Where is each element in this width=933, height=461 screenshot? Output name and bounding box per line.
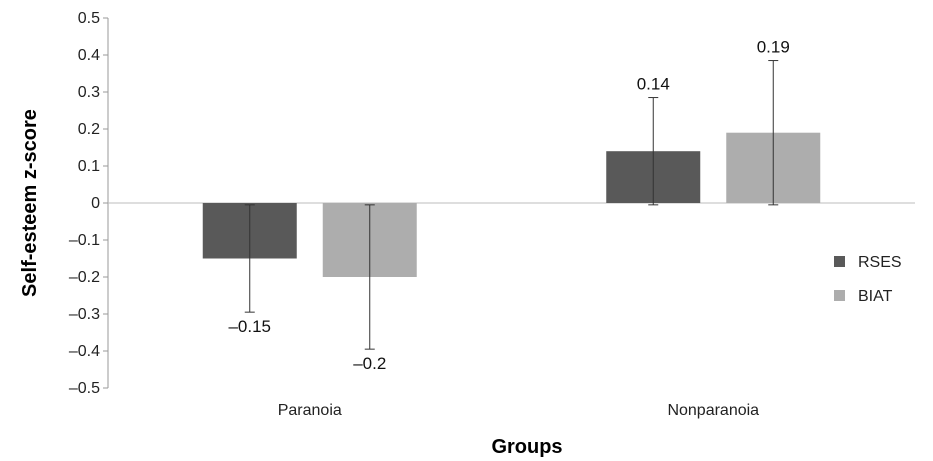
plot-area: 0.5 0.4 0.3 0.2 0.1 0 –0.1 –0.2 –0.3 –0.4 –0.5 –0.1…: [69, 10, 915, 419]
y-axis-title: Self-esteem z-score: [19, 109, 41, 297]
x-axis-title: Groups: [491, 436, 562, 458]
y-tick-label: –0.1: [69, 232, 100, 249]
legend-label-rses: RSES: [858, 254, 902, 271]
data-label: –0.2: [353, 354, 386, 373]
y-tick-label: 0.3: [78, 84, 100, 101]
data-label: 0.19: [757, 38, 790, 57]
y-tick-label: 0.4: [78, 47, 100, 64]
legend-label-biat: BIAT: [858, 288, 893, 305]
y-tick-label: 0: [91, 195, 100, 212]
y-tick-label: –0.5: [69, 380, 100, 397]
y-tick-label: 0.2: [78, 121, 100, 138]
y-tick-label: –0.3: [69, 306, 100, 323]
legend-swatch-biat: [834, 290, 845, 301]
x-tick-label: Paranoia: [278, 402, 342, 419]
data-label: 0.14: [637, 75, 670, 94]
y-tick-label: –0.2: [69, 269, 100, 286]
y-tick-label: 0.5: [78, 10, 100, 27]
y-tick-label: 0.1: [78, 158, 100, 175]
x-tick-label: Nonparanoia: [667, 402, 759, 419]
y-tick-label: –0.4: [69, 343, 100, 360]
legend-swatch-rses: [834, 256, 845, 267]
data-label: –0.15: [228, 317, 271, 336]
legend: RSES BIAT: [834, 254, 902, 305]
